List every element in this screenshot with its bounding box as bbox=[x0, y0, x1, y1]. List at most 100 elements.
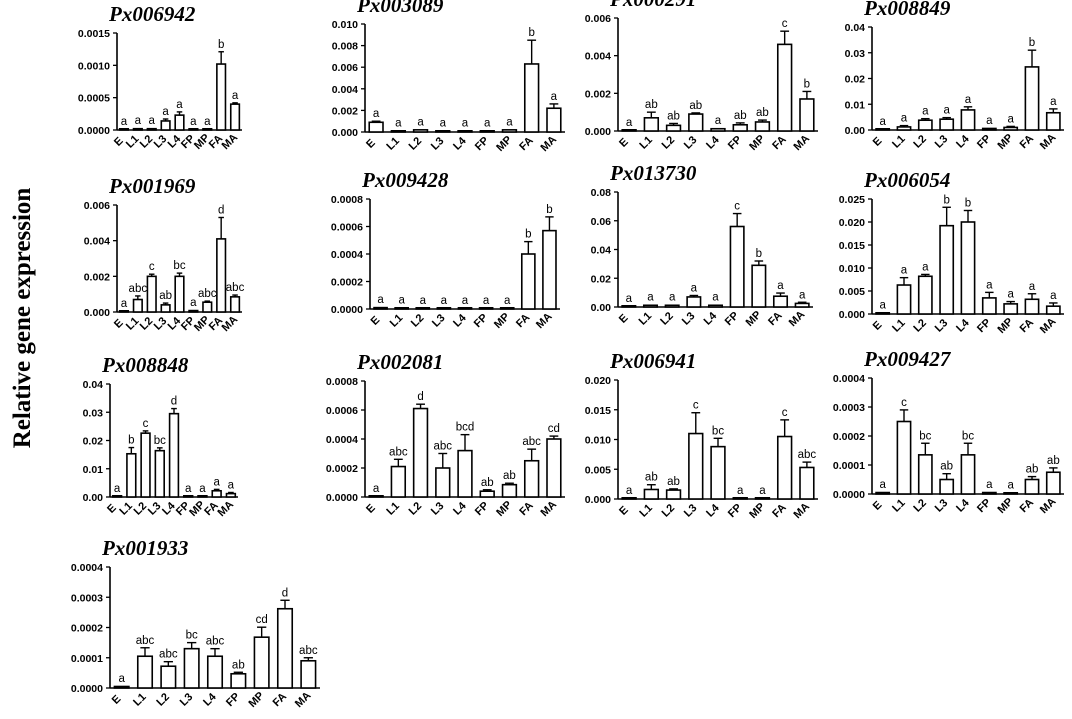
x-tick-label: MA bbox=[538, 134, 559, 155]
bar-L3 bbox=[688, 432, 704, 500]
x-tick-label: FP bbox=[975, 317, 993, 335]
x-tick-label: L4 bbox=[954, 132, 972, 150]
significance-label: abc bbox=[522, 436, 541, 448]
x-tick-label: E bbox=[617, 136, 631, 150]
bar-L2 bbox=[665, 124, 682, 132]
x-tick-label: L2 bbox=[660, 134, 678, 152]
x-tick-label: L3 bbox=[429, 500, 447, 518]
bar-FP bbox=[188, 128, 199, 131]
x-tick-label: MA bbox=[220, 314, 241, 335]
x-tick-label: FA bbox=[1018, 133, 1036, 151]
significance-label: abc bbox=[206, 636, 225, 648]
bar-L4 bbox=[174, 114, 185, 131]
bar-MA bbox=[1045, 305, 1061, 315]
significance-label: ab bbox=[756, 107, 769, 119]
y-tick-label: 0.02 bbox=[83, 436, 104, 448]
x-tick-label: L4 bbox=[954, 496, 972, 514]
y-tick-label: 0.020 bbox=[839, 217, 865, 229]
x-tick-label: FA bbox=[517, 500, 535, 518]
panel-Px013730: Px0137300.000.020.040.060.08aEaL1aL2aL3a… bbox=[591, 161, 813, 329]
significance-label: abc bbox=[129, 283, 148, 295]
bar-L4 bbox=[457, 306, 473, 310]
bar-L1 bbox=[390, 465, 407, 498]
significance-label: a bbox=[121, 116, 128, 128]
bar-FA bbox=[523, 63, 540, 133]
significance-label: ab bbox=[159, 290, 172, 302]
significance-label: a bbox=[943, 105, 950, 117]
x-tick-label: L2 bbox=[407, 135, 425, 153]
bar-L1 bbox=[390, 130, 407, 133]
significance-label: abc bbox=[434, 441, 453, 453]
x-tick-label: FA bbox=[1018, 497, 1036, 515]
x-tick-label: MP bbox=[747, 501, 767, 521]
y-tick-label: 0.015 bbox=[839, 240, 865, 252]
panel-Px000291: Px0002910.0000.0020.0040.006aEabL1abL2ab… bbox=[585, 0, 818, 153]
x-tick-label: FA bbox=[770, 134, 788, 152]
bar-FP bbox=[478, 306, 494, 310]
significance-label: a bbox=[965, 94, 972, 106]
x-tick-label: L4 bbox=[704, 501, 722, 519]
significance-label: a bbox=[199, 483, 206, 495]
x-tick-label: L4 bbox=[702, 309, 720, 327]
y-tick-label: 0.0015 bbox=[78, 28, 110, 40]
y-tick-label: 0.0010 bbox=[78, 60, 110, 72]
y-tick-label: 0.000 bbox=[839, 309, 865, 321]
x-tick-label: L2 bbox=[409, 312, 427, 330]
significance-label: c bbox=[149, 261, 155, 273]
bar-L1 bbox=[896, 420, 912, 495]
panel-Px006054: Px0060540.0000.0050.0100.0150.0200.025aE… bbox=[839, 168, 1064, 336]
bar-E bbox=[621, 496, 637, 500]
x-tick-label: L1 bbox=[637, 502, 655, 520]
panel-Px006941: Px0069410.0000.0050.0100.0150.020aEabL1a… bbox=[585, 349, 818, 521]
x-tick-label: L3 bbox=[430, 312, 448, 330]
bar-E bbox=[875, 128, 891, 131]
significance-label: a bbox=[626, 485, 633, 497]
significance-label: a bbox=[232, 90, 239, 102]
significance-label: a bbox=[114, 483, 121, 495]
significance-label: ab bbox=[645, 472, 658, 484]
significance-label: bc bbox=[186, 630, 198, 642]
y-tick-label: 0.0000 bbox=[71, 683, 103, 695]
bar-MP bbox=[1003, 126, 1019, 131]
bar-L3 bbox=[688, 113, 704, 132]
bar-L2 bbox=[412, 129, 429, 133]
x-tick-label: MA bbox=[534, 311, 555, 332]
significance-label: a bbox=[879, 479, 886, 491]
y-tick-label: 0.0004 bbox=[331, 249, 363, 261]
x-tick-label: MP bbox=[492, 311, 512, 331]
y-tick-label: 0.0000 bbox=[833, 489, 865, 501]
significance-label: ab bbox=[481, 477, 494, 489]
bar-E bbox=[113, 685, 130, 689]
y-tick-label: 0.04 bbox=[83, 379, 104, 391]
significance-label: a bbox=[626, 117, 633, 129]
y-tick-label: 0.0002 bbox=[833, 431, 865, 443]
x-tick-label: MP bbox=[995, 316, 1015, 336]
significance-label: a bbox=[462, 295, 469, 307]
bar-L1 bbox=[896, 126, 912, 131]
x-tick-label: L3 bbox=[933, 133, 951, 151]
bar-E bbox=[875, 311, 891, 315]
significance-label: a bbox=[922, 106, 929, 118]
bar-FA bbox=[520, 253, 536, 310]
x-tick-label: L3 bbox=[429, 135, 447, 153]
significance-label: a bbox=[669, 292, 676, 304]
y-tick-label: 0.020 bbox=[585, 375, 611, 387]
significance-label: cd bbox=[256, 614, 268, 626]
x-tick-label: L4 bbox=[704, 133, 722, 151]
panel-title: Px001969 bbox=[108, 174, 196, 198]
y-tick-label: 0.008 bbox=[332, 41, 358, 53]
bar-L1 bbox=[643, 488, 660, 500]
bar-L2 bbox=[412, 407, 429, 498]
significance-label: a bbox=[1050, 96, 1057, 108]
panel-Px003089: Px003089 0.000 0.002 0.004 0.006 0.008 0.010 a E… bbox=[332, 0, 565, 154]
x-tick-label: FP bbox=[726, 134, 744, 152]
significance-label: a bbox=[901, 113, 908, 125]
x-tick-label: MA bbox=[293, 690, 314, 711]
significance-label: a bbox=[417, 116, 424, 128]
significance-label: a bbox=[799, 289, 806, 301]
bar-MA bbox=[799, 98, 815, 132]
y-tick-label: 0.002 bbox=[585, 88, 611, 100]
bar-MP bbox=[501, 483, 518, 498]
y-tick-label: 0.04 bbox=[845, 22, 866, 34]
